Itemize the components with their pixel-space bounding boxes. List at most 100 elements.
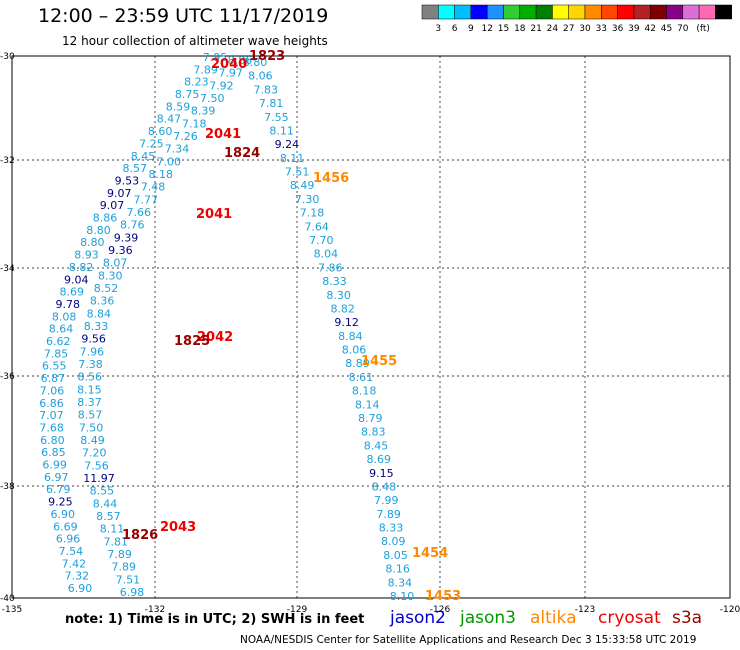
wave-height-value: 9.78 — [55, 298, 80, 311]
color-swatch — [649, 4, 667, 20]
color-scale-label: 18 — [514, 24, 526, 34]
page-title: 12:00 – 23:59 UTC 11/17/2019 — [38, 5, 329, 27]
wave-height-value: 8.59 — [166, 100, 191, 113]
color-scale-label: (ft) — [696, 24, 710, 34]
pass-time-label: 1456 — [313, 171, 349, 186]
wave-height-value: 7.48 — [141, 181, 166, 194]
legend-cryosat: cryosat — [598, 608, 661, 628]
wave-height-value: 8.09 — [381, 535, 406, 548]
map-frame — [11, 55, 731, 599]
wave-height-value: 7.66 — [127, 206, 152, 219]
color-scale-label: 39 — [628, 24, 640, 34]
wave-height-value: 8.30 — [326, 289, 351, 302]
wave-height-value: 8.69 — [60, 286, 85, 299]
wave-height-value: 8.05 — [383, 549, 408, 562]
wave-height-value: 8.33 — [84, 320, 109, 333]
color-scale-label: 36 — [612, 24, 624, 34]
wave-height-value: 7.25 — [139, 137, 164, 150]
wave-height-value: 8.75 — [175, 88, 200, 101]
color-scale-label: 15 — [498, 24, 509, 34]
wave-height-value: 8.18 — [352, 385, 377, 398]
wave-height-value: 7.95 — [203, 51, 228, 64]
wave-height-value: 8.64 — [49, 323, 74, 336]
wave-height-value: 7.83 — [253, 83, 278, 96]
pass-time-label: 1453 — [425, 589, 461, 604]
color-scale-label: 6 — [452, 24, 458, 34]
wave-height-value: 7.92 — [209, 79, 234, 92]
color-swatch — [438, 4, 455, 20]
wave-height-value: 9.04 — [64, 273, 89, 286]
pass-time-label: 2042 — [197, 330, 233, 345]
wave-height-value: 8.15 — [77, 383, 102, 396]
longitude-label: -123 — [575, 605, 595, 615]
wave-height-value: 7.89 — [111, 561, 136, 574]
pass-time-label: 1454 — [412, 546, 448, 561]
credit-line: NOAA/NESDIS Center for Satellite Applica… — [240, 634, 697, 646]
wave-height-value: 6.62 — [46, 335, 71, 348]
pass-time-label: 1824 — [224, 146, 260, 161]
wave-height-value: 6.87 — [41, 372, 66, 385]
wave-height-value: 6.55 — [42, 360, 67, 373]
wave-height-value: 8.04 — [314, 248, 339, 261]
color-swatch — [503, 4, 521, 20]
wave-height-value: 9.53 — [115, 174, 140, 187]
wave-height-value: 8.37 — [77, 396, 102, 409]
wave-height-value: 8.23 — [184, 76, 209, 89]
footer-note: note: 1) Time is in UTC; 2) SWH is in fe… — [65, 612, 365, 627]
legend-s3a: s3a — [672, 608, 703, 628]
wave-height-value: 7.20 — [82, 447, 107, 460]
wave-height-value: 7.81 — [104, 535, 129, 548]
color-swatch — [698, 4, 716, 20]
page-subtitle: 12 hour collection of altimeter wave hei… — [62, 34, 328, 48]
wave-height-value: 8.80 — [80, 236, 105, 249]
wave-height-value: 8.61 — [349, 371, 374, 384]
wave-height-value: 7.89 — [193, 63, 218, 76]
legend-jason2: jason2 — [390, 608, 446, 628]
latitude-label: -40 — [0, 594, 15, 604]
wave-height-value: 6.96 — [56, 533, 81, 546]
pass-time-label: 2041 — [205, 127, 241, 142]
wave-height-value: 6.85 — [41, 446, 66, 459]
wave-height-value: 8.11 — [100, 523, 125, 536]
wave-height-value: 8.84 — [87, 307, 112, 320]
color-scale-label: 21 — [530, 24, 541, 34]
wave-height-value: 8.86 — [93, 212, 118, 225]
wave-height-value: 7.51 — [285, 166, 310, 179]
latitude-label: -32 — [0, 156, 15, 166]
color-swatch — [535, 4, 553, 20]
wave-height-value: 8.34 — [388, 576, 413, 589]
wave-height-value: 8.49 — [290, 179, 315, 192]
wave-height-value: 7.77 — [133, 193, 158, 206]
wave-height-value: 9.24 — [275, 138, 300, 151]
wave-height-value: 7.00 — [156, 155, 181, 168]
wave-height-value: 8.52 — [94, 282, 119, 295]
wave-height-value: 8.56 — [77, 371, 102, 384]
color-swatch — [682, 4, 700, 20]
wave-height-value: 8.82 — [330, 302, 355, 315]
wave-height-value: 7.50 — [200, 92, 225, 105]
wave-height-value: 7.68 — [39, 421, 64, 434]
wave-height-value: 8.33 — [322, 275, 347, 288]
wave-height-value: 9.07 — [100, 199, 125, 212]
color-scale-label: 33 — [596, 24, 607, 34]
latitude-label: -34 — [0, 264, 15, 274]
wave-height-value: 7.32 — [65, 570, 90, 583]
wave-height-value: 6.90 — [68, 582, 93, 595]
wave-height-value: 9.25 — [48, 496, 73, 509]
color-scale-bar: 3 6 9 12 15 18 21 24 27 30 33 36 39 42 45 70 (ft) — [421, 4, 732, 34]
wave-height-value: 8.14 — [355, 398, 380, 411]
wave-height-value: 7.30 — [295, 193, 320, 206]
color-swatch — [584, 4, 602, 20]
color-swatch — [601, 4, 618, 20]
wave-height-value: 8.30 — [98, 269, 123, 282]
color-scale-label: 12 — [481, 24, 492, 34]
wave-height-value: 8.11 — [280, 152, 305, 165]
color-scale-label: 42 — [644, 24, 655, 34]
latitude-label: -36 — [0, 372, 15, 382]
color-swatch — [715, 4, 732, 20]
wave-height-value: 7.96 — [80, 345, 105, 358]
wave-height-value: 6.69 — [53, 520, 78, 533]
color-scale-label: 9 — [468, 24, 474, 34]
